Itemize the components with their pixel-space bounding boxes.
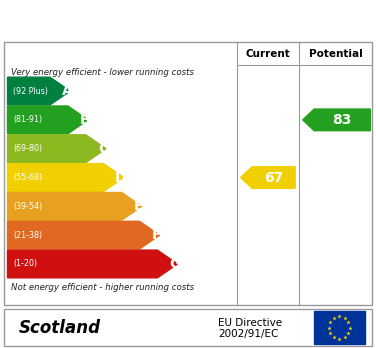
Text: 67: 67 xyxy=(264,171,283,184)
Text: A: A xyxy=(62,84,73,98)
Text: Current: Current xyxy=(246,49,290,59)
Text: (55-68): (55-68) xyxy=(13,173,42,182)
Text: B: B xyxy=(80,113,90,127)
Polygon shape xyxy=(241,167,295,188)
Polygon shape xyxy=(303,109,370,131)
Text: (21-38): (21-38) xyxy=(13,231,42,240)
Polygon shape xyxy=(8,164,124,191)
Text: 83: 83 xyxy=(333,113,352,127)
Text: 2002/91/EC: 2002/91/EC xyxy=(218,329,279,339)
Text: F: F xyxy=(152,228,161,242)
Polygon shape xyxy=(8,77,70,105)
Text: Scotland: Scotland xyxy=(19,319,101,337)
Text: Not energy efficient - higher running costs: Not energy efficient - higher running co… xyxy=(11,283,194,292)
Polygon shape xyxy=(8,221,160,249)
Text: C: C xyxy=(98,142,108,156)
Text: Potential: Potential xyxy=(309,49,362,59)
Text: (1-20): (1-20) xyxy=(13,260,37,268)
Polygon shape xyxy=(8,106,88,134)
Text: G: G xyxy=(169,257,180,271)
Text: (39-54): (39-54) xyxy=(13,202,42,211)
Text: Energy Efficiency Rating: Energy Efficiency Rating xyxy=(64,10,312,29)
Text: (69-80): (69-80) xyxy=(13,144,42,153)
Text: Very energy efficient - lower running costs: Very energy efficient - lower running co… xyxy=(11,68,194,77)
Bar xyxy=(314,311,365,344)
Polygon shape xyxy=(8,135,106,163)
Text: D: D xyxy=(115,171,127,184)
Text: E: E xyxy=(134,199,144,213)
Text: EU Directive: EU Directive xyxy=(218,318,282,328)
Polygon shape xyxy=(8,250,177,278)
Text: (92 Plus): (92 Plus) xyxy=(13,87,48,96)
Text: (81-91): (81-91) xyxy=(13,116,42,124)
Polygon shape xyxy=(8,192,142,220)
